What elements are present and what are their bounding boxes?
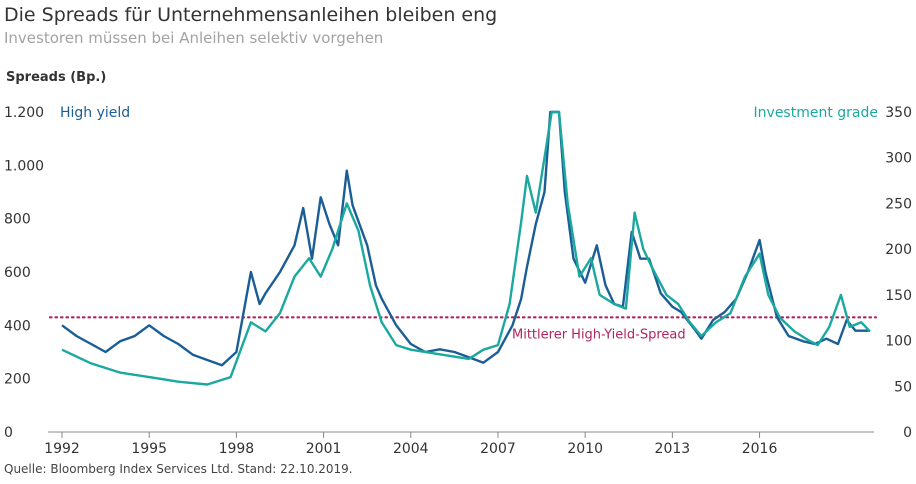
x-tick-label: 2013: [655, 441, 691, 457]
mean-line-label: Mittlerer High-Yield-Spread: [512, 327, 686, 342]
y-left-tick-label: 600: [4, 265, 31, 281]
x-tick-label: 2010: [567, 441, 603, 457]
source-note: Quelle: Bloomberg Index Services Ltd. St…: [4, 462, 353, 476]
chart-title: Die Spreads für Unternehmensanleihen ble…: [4, 4, 498, 26]
high-yield-line: [61, 110, 870, 367]
investment-grade-line: [61, 110, 871, 386]
y-axis-label: Spreads (Bp.): [6, 70, 107, 85]
x-tick-label: 2007: [480, 441, 516, 457]
y-left-tick-label: 1.200: [4, 105, 44, 121]
x-tick-label: 2004: [393, 441, 429, 457]
y-left-tick-label: 1.000: [4, 158, 44, 174]
x-tick-label: 1998: [219, 441, 255, 457]
chart-subtitle: Investoren müssen bei Anleihen selektiv …: [4, 29, 384, 47]
y-right-tick-label: 50: [894, 379, 912, 395]
x-tick-label: 1995: [131, 441, 167, 457]
y-left-tick-label: 800: [4, 212, 31, 228]
legend-investment-grade: Investment grade: [754, 105, 878, 121]
x-tick-label: 2016: [742, 441, 778, 457]
x-tick-label: 1992: [44, 441, 80, 457]
legend-high-yield: High yield: [60, 105, 130, 121]
y-right-tick-label: 200: [885, 242, 912, 258]
y-right-tick-label: 350: [885, 105, 912, 121]
x-tick-label: 2001: [306, 441, 342, 457]
y-right-tick-label: 150: [885, 288, 912, 304]
y-right-tick-label: 250: [885, 196, 912, 212]
y-right-tick-label: 100: [885, 334, 912, 350]
y-left-tick-label: 200: [4, 372, 31, 388]
y-left-tick-label: 0: [4, 425, 13, 441]
y-right-tick-label: 300: [885, 151, 912, 167]
y-left-tick-label: 400: [4, 318, 31, 334]
y-right-tick-label: 0: [903, 425, 912, 441]
